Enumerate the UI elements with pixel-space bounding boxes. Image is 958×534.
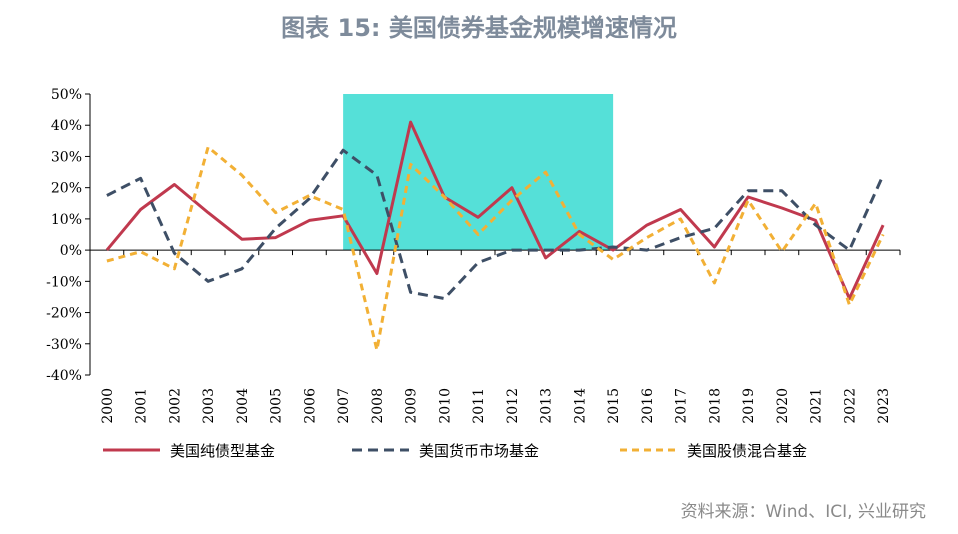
x-tick-label: 2010 <box>437 388 453 424</box>
x-tick-label: 2022 <box>842 388 858 424</box>
x-tick-label: 2019 <box>741 388 757 424</box>
series-line-2 <box>106 148 885 300</box>
x-tick-label: 2017 <box>674 388 690 424</box>
y-tick-label: 10% <box>51 212 82 228</box>
legend-label-1: 美国纯债型基金 <box>170 442 275 460</box>
source-note: 资料来源：Wind、ICI, 兴业研究 <box>680 502 926 522</box>
x-tick-label: 2006 <box>302 388 318 424</box>
y-tick-label: -10% <box>46 274 82 290</box>
axes: 50% 40% 30% 20% 10% 0% -10% -20% -30% -40% 2000 200… <box>46 87 901 424</box>
y-tick-label: 40% <box>51 118 82 134</box>
series-line-1 <box>105 120 885 300</box>
x-tick-label: 2002 <box>167 388 183 424</box>
x-tick-label: 2004 <box>235 388 251 424</box>
x-tick-label: 2018 <box>707 388 723 424</box>
x-tick-label: 2014 <box>572 388 588 424</box>
legend-label-3: 美国股债混合基金 <box>687 442 807 460</box>
y-tick-label: -20% <box>46 306 82 322</box>
x-tick-label: 2003 <box>201 388 217 424</box>
x-tick-label: 2009 <box>404 388 420 424</box>
y-tick-label: 50% <box>51 87 82 103</box>
chart-title: 图表 15: 美国债券基金规模增速情况 <box>281 14 677 42</box>
y-tick-label: -30% <box>46 337 82 353</box>
x-tick-label: 2007 <box>336 388 352 424</box>
x-tick-label: 2011 <box>471 388 487 424</box>
x-tick-label: 2021 <box>809 388 825 424</box>
x-tick-label: 2020 <box>775 388 791 424</box>
x-tick-label: 2015 <box>606 388 622 424</box>
x-tick-label: 2023 <box>876 388 892 424</box>
legend: 美国纯债型基金 美国货币市场基金 美国股债混合基金 <box>103 442 807 460</box>
series-line-3 <box>106 145 885 352</box>
highlight-band <box>343 94 614 251</box>
x-tick-label: 2016 <box>640 388 656 424</box>
highlight-band-layer <box>343 94 614 251</box>
y-tick-label: 30% <box>51 149 82 165</box>
y-tick-label: 20% <box>51 181 82 197</box>
legend-label-2: 美国货币市场基金 <box>419 442 539 460</box>
x-tick-label: 2000 <box>100 388 116 424</box>
x-tick-label: 2001 <box>134 388 150 424</box>
series-lines <box>105 120 885 352</box>
x-tick-label: 2005 <box>269 388 285 424</box>
x-tick-label: 2012 <box>505 388 521 424</box>
x-tick-label: 2008 <box>370 388 386 424</box>
y-tick-label: -40% <box>46 368 82 384</box>
y-tick-label: 0% <box>60 243 82 259</box>
x-tick-label: 2013 <box>539 388 555 424</box>
